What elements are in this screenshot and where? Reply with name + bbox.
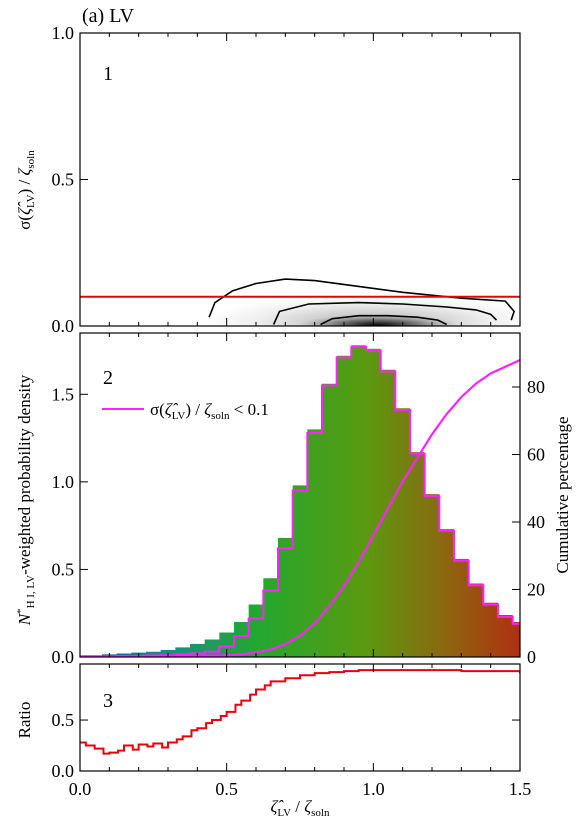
panel-1-frame [79,32,521,327]
y-tick-label: 1.5 [52,384,75,404]
panel-3: 0.0 0.5 0.0 0.5 1.0 1.5 3 Ratio ζ̂LV / ζsoln [15,663,532,819]
contour-1 [208,278,516,321]
y-tick-label: 0.5 [52,710,75,730]
x-tick-label: 0.5 [215,779,238,799]
histogram-all [80,345,520,657]
panel-3-number: 3 [103,690,113,712]
x-tick-label: 1.0 [362,779,385,799]
ratio-line [80,669,520,755]
y-tick-label: 1.0 [52,23,75,43]
density-halo [203,295,520,326]
y-tick-label-right: 40 [527,512,545,532]
panel-1-ticks: 0.0 0.5 1.0 [52,23,521,336]
panel-2-frame [79,332,521,658]
y-tick-label-right: 0 [527,647,536,667]
contour-2 [272,301,498,325]
x-tick-label: 1.5 [509,779,532,799]
y-tick-label: 0.5 [52,559,75,579]
y-tick-label: 0.0 [52,316,75,336]
contour-3 [320,314,448,326]
panel-2-ticks: 0.0 0.5 1.0 1.5 0 20 40 60 80 [52,333,545,667]
panel-2-ylabel: N*H I, LV-weighted probability density [15,374,37,626]
legend: σ(ζ̂LV) / ζsoln < 0.1 [102,400,269,422]
panel-3-ylabel: Ratio [15,702,34,739]
x-tick-label: 0.0 [69,779,92,799]
legend-label: σ(ζ̂LV) / ζsoln < 0.1 [150,400,269,422]
panel-3-ticks: 0.0 0.5 0.0 0.5 1.0 1.5 [52,664,532,799]
x-axis-label: ζ̂LV / ζsoln [270,797,330,819]
y-tick-label-right: 80 [527,377,545,397]
density-core [298,315,458,326]
panel-2-ylabel-right: Cumulative percentage [553,416,572,573]
panel-3-frame [79,663,521,772]
panel-2: 0.0 0.5 1.0 1.5 0 20 40 60 80 2 σ(ζ̂LV) / ζsoln … [15,332,572,667]
y-tick-label: 0.0 [52,761,75,781]
panel-2-number: 2 [103,367,113,389]
y-tick-label: 0.5 [52,170,75,190]
y-tick-label-right: 60 [527,445,545,465]
contour-group [208,278,516,326]
y-tick-label: 0.0 [52,647,75,667]
figure-title: (a) LV [82,5,135,27]
panel-1: 0.0 0.5 1.0 1 σ(ζ̂LV) / ζsoln [15,23,521,336]
panel-1-ylabel: σ(ζ̂LV) / ζsoln [15,150,37,230]
y-tick-label: 1.0 [52,472,75,492]
cumulative-line [80,359,520,657]
y-tick-label-right: 20 [527,580,545,600]
panel-1-number: 1 [103,63,113,85]
